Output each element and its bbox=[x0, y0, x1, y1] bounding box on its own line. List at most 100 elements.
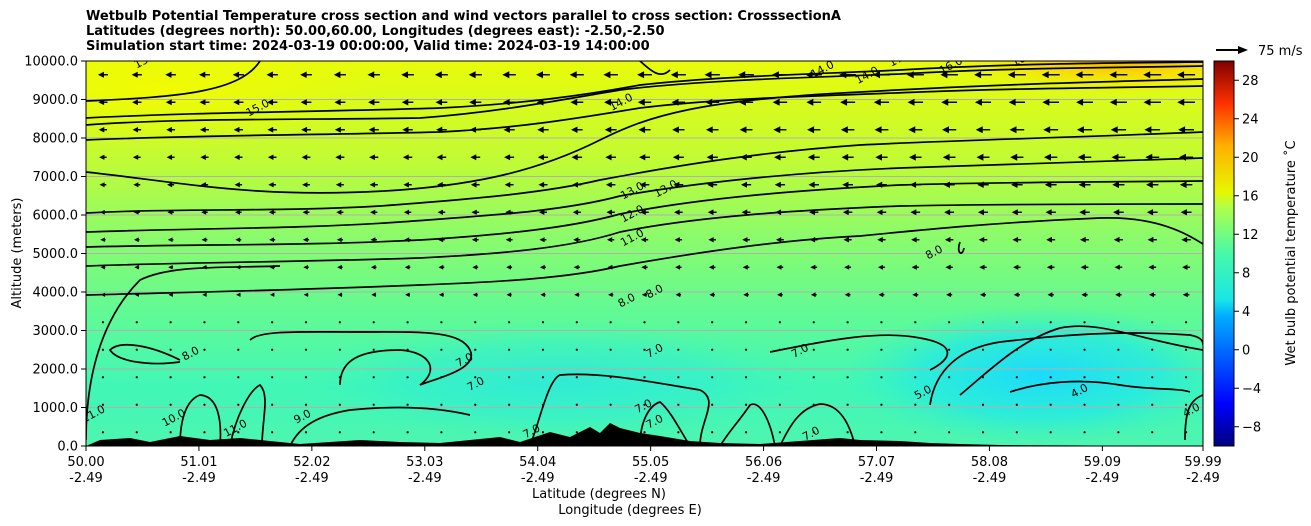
wind-vector bbox=[338, 321, 341, 324]
wind-vector bbox=[1184, 321, 1188, 324]
wind-vector-head bbox=[810, 264, 816, 270]
wind-vector bbox=[101, 403, 105, 406]
wind-vector bbox=[1049, 431, 1052, 434]
wind-vector bbox=[1151, 403, 1154, 406]
wind-vector-head bbox=[1182, 264, 1188, 270]
wind-vector bbox=[1015, 431, 1018, 434]
wind-vector bbox=[609, 348, 612, 351]
wind-vector bbox=[508, 348, 511, 351]
wind-vector-head bbox=[1081, 292, 1087, 298]
wind-vector bbox=[575, 348, 578, 351]
wind-vector bbox=[981, 376, 985, 379]
wind-vector bbox=[304, 431, 308, 434]
wind-vector bbox=[101, 376, 105, 379]
wind-vector-head bbox=[878, 292, 884, 298]
wind-vector bbox=[271, 431, 274, 434]
wind-vector bbox=[1015, 403, 1018, 406]
wind-vector bbox=[304, 403, 308, 406]
quiver-key-arrowhead bbox=[1238, 46, 1248, 54]
wind-vector bbox=[1117, 321, 1120, 324]
wind-vector-head bbox=[100, 292, 106, 297]
wind-vector-head bbox=[201, 264, 207, 270]
wind-vector-head bbox=[877, 237, 883, 243]
wind-vector-head bbox=[99, 182, 105, 188]
wind-vector-head bbox=[132, 154, 139, 160]
wind-vector bbox=[914, 348, 917, 351]
wind-vector bbox=[1049, 348, 1052, 351]
wind-vector bbox=[914, 403, 917, 406]
wind-vector-head bbox=[738, 71, 746, 79]
wind-vector bbox=[304, 321, 308, 324]
title-line-1: Wetbulb Potential Temperature cross sect… bbox=[86, 9, 841, 24]
wind-vector-head bbox=[705, 98, 713, 106]
wind-vector-head bbox=[912, 292, 918, 298]
wind-vector-head bbox=[708, 237, 714, 243]
wind-vector bbox=[778, 348, 781, 351]
wind-vector-head bbox=[301, 154, 308, 161]
wind-vector-head bbox=[875, 181, 883, 188]
wind-vector bbox=[135, 431, 138, 434]
wind-vector bbox=[101, 431, 105, 434]
quiver-key: 75 m/s bbox=[1216, 44, 1303, 59]
wind-vector-head bbox=[670, 71, 678, 79]
wind-vector-head bbox=[604, 126, 612, 134]
wind-vector-head bbox=[1179, 181, 1187, 189]
wind-vector-head bbox=[269, 292, 275, 297]
wind-vector bbox=[1083, 321, 1086, 324]
colorbar-tick-label: 28 bbox=[1242, 74, 1259, 89]
colorbar-tick-label: 16 bbox=[1242, 189, 1259, 204]
wind-vector bbox=[609, 321, 612, 324]
wind-vector-head bbox=[1144, 126, 1152, 134]
wind-vector-head bbox=[608, 292, 613, 298]
y-tick-label: 10000.0 bbox=[24, 55, 78, 70]
wind-vector bbox=[135, 403, 138, 406]
x-axis-label-longitude: Longitude (degrees E) bbox=[558, 503, 702, 518]
wind-vector bbox=[203, 376, 206, 379]
wind-vector-head bbox=[469, 98, 476, 106]
wind-vector bbox=[372, 376, 375, 379]
wind-vector-head bbox=[537, 126, 544, 133]
wind-vector bbox=[271, 348, 274, 351]
wind-vector-head bbox=[876, 209, 883, 216]
wind-vector bbox=[1117, 376, 1120, 379]
wind-vector-head bbox=[940, 71, 948, 79]
wind-vector-head bbox=[233, 99, 240, 106]
wind-vector-head bbox=[977, 181, 984, 188]
wind-vector-head bbox=[337, 264, 342, 270]
wind-vector-head bbox=[437, 209, 443, 215]
wind-vector-head bbox=[672, 154, 680, 161]
wind-vector-head bbox=[739, 126, 747, 134]
wind-vector bbox=[474, 321, 477, 324]
wind-vector-head bbox=[506, 292, 512, 298]
wind-vector-head bbox=[872, 71, 880, 79]
wind-vector bbox=[981, 431, 985, 434]
wind-vector bbox=[744, 376, 748, 379]
y-tick-label: 4000.0 bbox=[33, 286, 79, 301]
wind-vector-head bbox=[1110, 126, 1118, 134]
wind-vector-head bbox=[334, 99, 341, 106]
wind-vector bbox=[271, 376, 274, 379]
wind-vector bbox=[304, 348, 308, 351]
wind-vector-head bbox=[131, 71, 138, 78]
wind-vector-head bbox=[1007, 71, 1015, 79]
wind-vector-head bbox=[570, 126, 578, 133]
wind-vector bbox=[508, 321, 511, 324]
wind-vector-head bbox=[574, 292, 579, 298]
wind-vector bbox=[440, 348, 443, 351]
wind-vector bbox=[541, 431, 545, 434]
wind-vector bbox=[304, 376, 308, 379]
wind-vector-head bbox=[1009, 126, 1017, 134]
x-tick-label-lon: -2.49 bbox=[860, 471, 894, 486]
plot-area: 15.015.0 14.014.0 14.0 16.017.0 18.013.0 13.0… bbox=[86, 61, 1203, 446]
wind-vector bbox=[981, 403, 985, 406]
wind-vector-head bbox=[300, 71, 307, 79]
wind-vector-head bbox=[505, 209, 511, 215]
wind-vector bbox=[677, 376, 680, 379]
wind-vector bbox=[169, 321, 172, 324]
wind-vector-head bbox=[100, 237, 105, 243]
wind-vector-head bbox=[806, 98, 814, 106]
wind-vector-head bbox=[1181, 236, 1188, 243]
wind-vector-head bbox=[336, 237, 342, 243]
wind-vector bbox=[338, 376, 341, 379]
wind-vector-head bbox=[840, 126, 848, 134]
